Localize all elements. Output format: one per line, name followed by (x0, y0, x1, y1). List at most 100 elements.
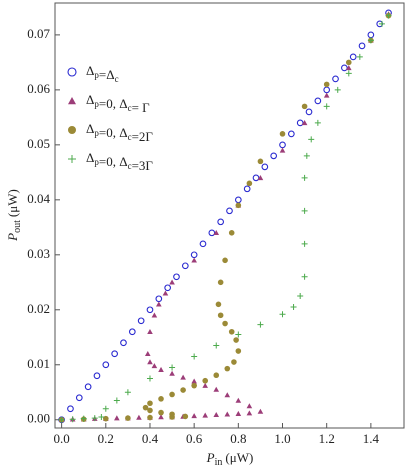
point (137, 317, 145, 325)
point (120, 339, 127, 347)
y-tick-label: 0.00 (27, 411, 50, 426)
marker (151, 312, 158, 318)
marker (213, 372, 220, 379)
point (235, 397, 242, 403)
marker (158, 409, 164, 416)
marker (213, 386, 220, 392)
point (349, 53, 357, 61)
point (252, 174, 260, 182)
marker (367, 37, 374, 44)
point (158, 366, 164, 372)
marker (182, 413, 189, 420)
legend-subscript: p (94, 128, 99, 138)
point (228, 328, 235, 335)
point (208, 229, 216, 237)
marker (151, 363, 158, 369)
legend-subscript: c (128, 103, 132, 113)
marker (257, 321, 264, 328)
point (128, 328, 136, 336)
point (169, 411, 175, 418)
point (67, 405, 74, 413)
legend-text: =3Γ (132, 158, 154, 173)
legend-marker (68, 126, 76, 134)
marker (181, 262, 189, 270)
point (180, 374, 186, 380)
marker (270, 152, 278, 160)
x-tick-label: 0.0 (54, 431, 70, 446)
point (169, 391, 175, 398)
marker (217, 218, 225, 226)
y-tick-label: 0.02 (27, 301, 50, 316)
legend-marker (68, 97, 76, 105)
marker (98, 414, 105, 421)
point (84, 383, 92, 391)
marker (142, 404, 149, 411)
marker (297, 293, 304, 300)
x-tick-label: 0.2 (98, 431, 114, 446)
marker (345, 65, 352, 71)
point (279, 311, 286, 318)
point (217, 218, 225, 226)
point (111, 350, 118, 358)
point (98, 414, 105, 421)
point (202, 377, 209, 384)
marker (385, 12, 392, 19)
marker (102, 405, 109, 412)
point (217, 312, 224, 319)
point (162, 290, 169, 296)
marker (213, 230, 220, 236)
point (323, 86, 331, 94)
legend-label: Δp=0, Δc=3Γ (86, 150, 153, 173)
point (270, 152, 278, 160)
point (102, 405, 109, 412)
legend-subscript: c (115, 74, 119, 84)
legend-subscript: c (128, 161, 132, 171)
x-label-unit: (μW) (225, 450, 253, 465)
marker (147, 400, 153, 407)
point (301, 207, 308, 214)
point (257, 158, 264, 165)
marker (226, 207, 233, 215)
point (151, 312, 158, 318)
point (213, 372, 220, 379)
point (222, 257, 228, 264)
marker (235, 202, 242, 209)
point (158, 396, 164, 402)
marker (169, 391, 175, 398)
point (279, 141, 286, 149)
point (308, 136, 315, 143)
point (246, 410, 253, 416)
marker (301, 103, 308, 110)
point (136, 414, 142, 420)
y-label-unit: (μW) (5, 189, 20, 217)
point (125, 415, 131, 421)
marker (68, 97, 76, 105)
point (169, 279, 175, 285)
marker (228, 230, 235, 236)
point (181, 262, 189, 270)
x-tick-label: 1.2 (319, 431, 335, 446)
point (246, 403, 253, 409)
point (367, 37, 374, 44)
marker (279, 131, 286, 137)
marker (296, 119, 304, 127)
point (228, 230, 235, 236)
point (114, 415, 120, 421)
marker (191, 257, 197, 263)
marker (334, 86, 341, 93)
marker (217, 279, 224, 286)
legend-label: Δp=0, Δc= Γ (86, 92, 150, 115)
legend-text: Δ (86, 63, 94, 78)
point (323, 103, 330, 110)
marker (358, 42, 366, 50)
legend-text: Δ (86, 150, 94, 165)
y-axis-label: Pout (μW) (5, 189, 23, 242)
marker (235, 331, 242, 338)
point (356, 53, 363, 60)
point (147, 400, 153, 407)
x-label-symbol: P (206, 450, 215, 465)
point (155, 295, 163, 303)
point (142, 404, 149, 411)
legend-text: Δ (86, 92, 94, 107)
marker (147, 359, 153, 365)
